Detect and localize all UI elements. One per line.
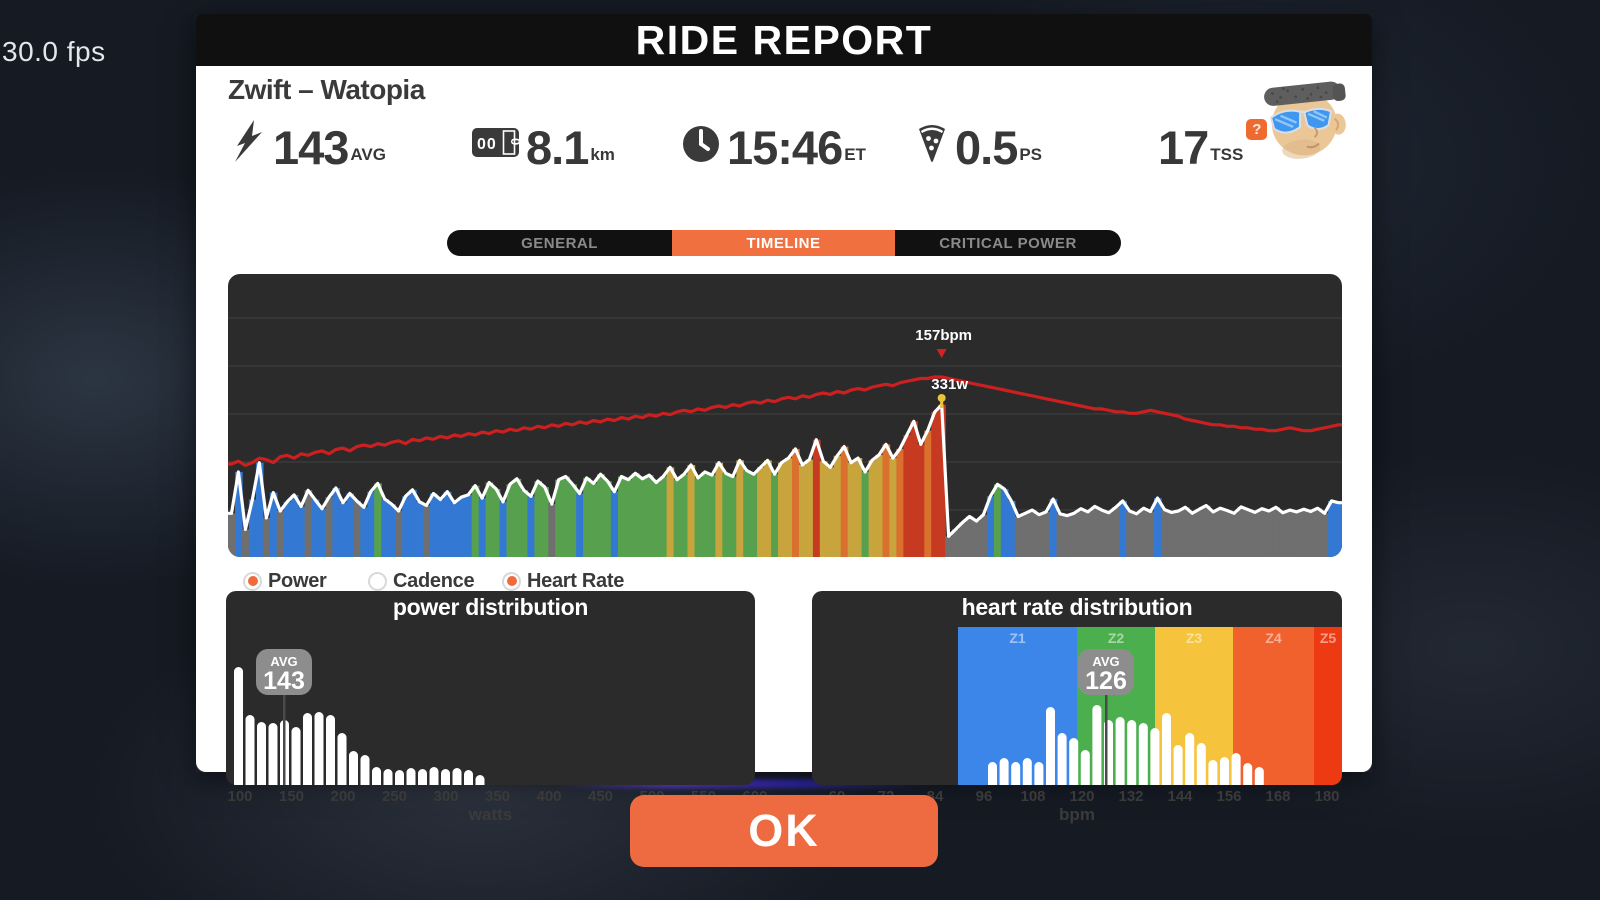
odometer-icon: 00 0: [472, 127, 519, 158]
heart-rate-axis-unit: bpm: [1059, 805, 1095, 824]
svg-text:0: 0: [508, 138, 519, 145]
stat-value: 0.5: [955, 120, 1018, 174]
legend-toggle-heart-rate[interactable]: Heart Rate: [502, 569, 624, 593]
ok-button[interactable]: OK: [630, 795, 938, 867]
stat-unit: TSS: [1210, 145, 1244, 164]
svg-text:00: 00: [477, 136, 497, 153]
stat-value: 143: [273, 120, 349, 174]
svg-text:Z1: Z1: [1009, 630, 1026, 646]
axis-tick: 108: [1020, 788, 1046, 805]
svg-text:Z3: Z3: [1186, 630, 1203, 646]
svg-text:143: 143: [263, 667, 305, 695]
tab-timeline[interactable]: TIMELINE: [672, 230, 895, 256]
axis-tick: 250: [381, 788, 408, 805]
lightning-icon: [232, 119, 266, 163]
legend-label: Power: [268, 569, 327, 592]
chart-title: heart rate distribution: [961, 594, 1193, 620]
heart-rate-distribution-panel: heart rate distribution Z1 Z2 Z3 Z4 Z5 AVG 126: [812, 591, 1342, 785]
ride-report-dialog: RIDE REPORT Zwift – Watopia 143 AVG 00 0…: [196, 14, 1372, 824]
stat-tss: 17 TSS ?: [1158, 110, 1268, 174]
svg-text:Z5: Z5: [1320, 630, 1337, 646]
axis-tick: 100: [227, 788, 253, 805]
dialog-header: RIDE REPORT: [196, 14, 1372, 66]
dialog-title: RIDE REPORT: [635, 16, 933, 63]
heart-rate-distribution-chart: heart rate distribution Z1 Z2 Z3 Z4 Z5 AVG 126…: [812, 591, 1342, 825]
svg-text:AVG: AVG: [1092, 654, 1119, 669]
stat-value: 17: [1158, 120, 1209, 174]
stat-value: 15:46: [727, 120, 843, 174]
ok-button-label: OK: [748, 805, 820, 856]
axis-tick: 350: [484, 788, 511, 805]
series-legend: Power Cadence Heart Rate: [196, 569, 1372, 593]
axis-tick: 400: [536, 788, 562, 805]
stat-unit: PS: [1019, 145, 1043, 164]
stat-pizza-slices: 0.5 PS: [916, 110, 1043, 174]
avatar: [1256, 76, 1352, 164]
dialog-body: Zwift – Watopia 143 AVG 00 0 8.1 km: [196, 66, 1372, 824]
stat-value: 8.1: [526, 120, 589, 174]
svg-text:AVG: AVG: [270, 654, 297, 669]
legend-toggle-cadence[interactable]: Cadence: [368, 569, 475, 593]
ride-title: Zwift – Watopia: [228, 74, 425, 105]
power-distribution-chart: power distribution AVG 143 100 150 200 250 30…: [226, 591, 768, 825]
axis-tick: 120: [1069, 788, 1095, 805]
tab-label: GENERAL: [521, 234, 598, 252]
stat-unit: AVG: [350, 145, 386, 164]
tab-general[interactable]: GENERAL: [447, 230, 672, 256]
axis-tick: 156: [1216, 788, 1242, 805]
svg-text:157bpm: 157bpm: [915, 327, 972, 344]
clock-icon: [682, 125, 720, 163]
stat-unit: km: [590, 145, 615, 164]
power-axis-unit: watts: [468, 805, 513, 824]
legend-label: Cadence: [393, 569, 475, 592]
axis-tick: 132: [1118, 788, 1144, 805]
fps-counter: 30.0 fps: [2, 36, 106, 67]
svg-text:Z4: Z4: [1265, 630, 1282, 646]
axis-tick: 96: [975, 788, 993, 805]
stat-distance: 00 0 8.1 km: [472, 110, 615, 174]
axis-tick: 144: [1167, 788, 1193, 805]
timeline-chart: 157bpm 331w: [228, 274, 1342, 557]
tab-critical-power[interactable]: CRITICAL POWER: [895, 230, 1121, 256]
tab-bar: GENERAL TIMELINE CRITICAL POWER: [447, 230, 1121, 256]
stat-elapsed-time: 15:46 ET: [682, 110, 866, 174]
svg-text:126: 126: [1085, 667, 1127, 695]
svg-text:Z2: Z2: [1108, 630, 1125, 646]
axis-tick: 150: [278, 788, 305, 805]
legend-label: Heart Rate: [527, 569, 625, 592]
power-distribution-panel: power distribution AVG 143: [226, 591, 755, 785]
axis-tick: 450: [587, 788, 614, 805]
axis-tick: 200: [330, 788, 356, 805]
tss-help-icon[interactable]: ?: [1246, 119, 1268, 140]
axis-tick: 168: [1265, 788, 1291, 805]
radio-icon[interactable]: [243, 571, 262, 591]
stat-average-power: 143 AVG: [232, 110, 386, 174]
tab-label: CRITICAL POWER: [939, 234, 1077, 252]
stat-unit: ET: [844, 145, 866, 164]
axis-tick: 300: [433, 788, 459, 805]
radio-icon[interactable]: [502, 571, 521, 591]
tab-label: TIMELINE: [746, 234, 821, 252]
radio-icon[interactable]: [368, 571, 387, 591]
legend-toggle-power[interactable]: Power: [243, 569, 327, 593]
svg-text:331w: 331w: [931, 376, 968, 393]
chart-title: power distribution: [392, 594, 589, 620]
pizza-icon: [916, 120, 948, 163]
axis-tick: 180: [1314, 788, 1340, 805]
